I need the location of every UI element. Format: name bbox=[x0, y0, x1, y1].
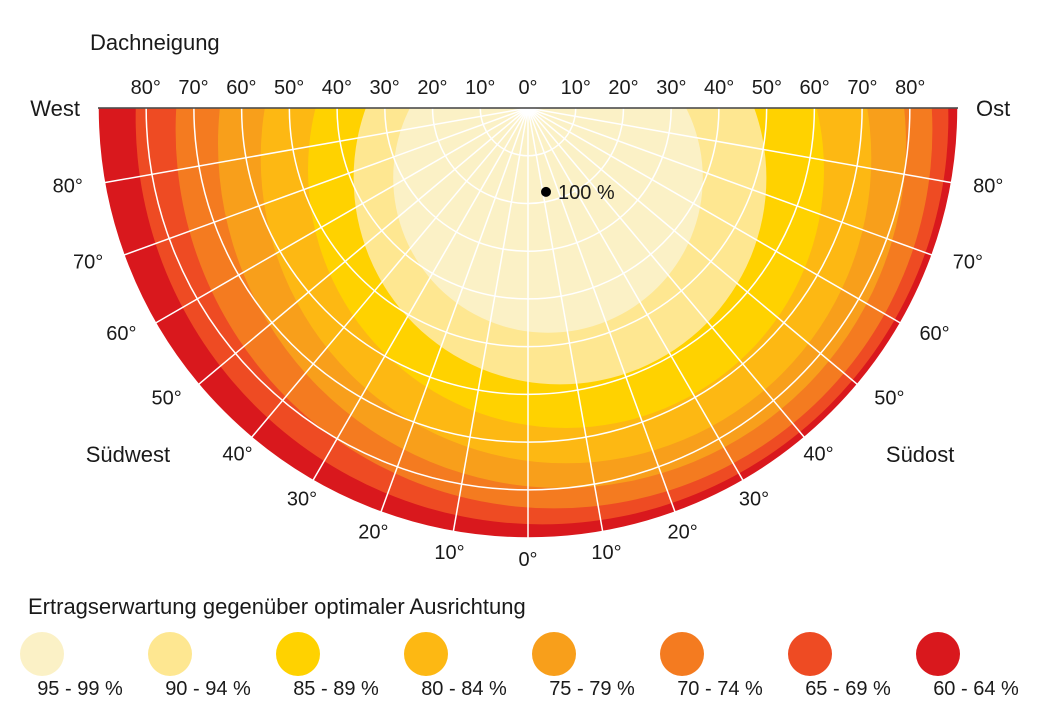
pitch-tick-top: 80° bbox=[131, 77, 161, 99]
legend-item: 80 - 84 % bbox=[400, 630, 528, 701]
azimuth-tick: 20° bbox=[667, 522, 697, 544]
azimuth-tick: 80° bbox=[53, 175, 83, 197]
azimuth-tick: 60° bbox=[919, 323, 949, 345]
pitch-tick-top: 80° bbox=[895, 77, 925, 99]
legend-label: 65 - 69 % bbox=[784, 678, 912, 701]
azimuth-tick: 30° bbox=[739, 488, 769, 510]
pitch-tick-top: 40° bbox=[322, 77, 352, 99]
chart-title: Dachneigung bbox=[90, 30, 220, 55]
pitch-tick-top: 20° bbox=[417, 77, 447, 99]
azimuth-tick: 40° bbox=[803, 443, 833, 465]
dir-se: Südost bbox=[886, 442, 955, 467]
legend-label: 60 - 64 % bbox=[912, 678, 1040, 701]
pitch-tick-top: 10° bbox=[465, 77, 495, 99]
legend-item: 85 - 89 % bbox=[272, 630, 400, 701]
pitch-tick-top: 40° bbox=[704, 77, 734, 99]
legend-title: Ertragserwartung gegenüber optimaler Aus… bbox=[0, 594, 1056, 620]
pitch-tick-top: 70° bbox=[847, 77, 877, 99]
azimuth-tick: 70° bbox=[73, 252, 103, 274]
legend-swatch bbox=[16, 630, 68, 678]
azimuth-tick: 80° bbox=[973, 175, 1003, 197]
legend-swatch bbox=[656, 630, 708, 678]
legend-swatch bbox=[144, 630, 196, 678]
pitch-tick-top: 30° bbox=[370, 77, 400, 99]
legend-label: 75 - 79 % bbox=[528, 678, 656, 701]
pitch-tick-top: 30° bbox=[656, 77, 686, 99]
azimuth-tick: 10° bbox=[591, 542, 621, 564]
azimuth-tick: 10° bbox=[434, 542, 464, 564]
azimuth-tick: 50° bbox=[874, 388, 904, 410]
legend-swatch bbox=[784, 630, 836, 678]
pitch-tick-top: 20° bbox=[608, 77, 638, 99]
legend-item: 70 - 74 % bbox=[656, 630, 784, 701]
legend-label: 80 - 84 % bbox=[400, 678, 528, 701]
pitch-tick-top: 60° bbox=[226, 77, 256, 99]
pitch-tick-top: 50° bbox=[274, 77, 304, 99]
legend-label: 95 - 99 % bbox=[16, 678, 144, 701]
legend-label: 85 - 89 % bbox=[272, 678, 400, 701]
azimuth-tick: 70° bbox=[953, 252, 983, 274]
azimuth-tick: 20° bbox=[358, 522, 388, 544]
legend-item: 75 - 79 % bbox=[528, 630, 656, 701]
pitch-tick-top: 10° bbox=[561, 77, 591, 99]
azimuth-tick: 30° bbox=[287, 488, 317, 510]
legend-item: 95 - 99 % bbox=[16, 630, 144, 701]
dir-east: Ost bbox=[976, 96, 1010, 121]
legend: Ertragserwartung gegenüber optimaler Aus… bbox=[0, 594, 1056, 701]
chart-container: 80° 70° 60° 50° 40° 30° 20° 10° 0° 10° 20° 30° 40° 50… bbox=[0, 0, 1056, 700]
azimuth-tick: 50° bbox=[151, 388, 181, 410]
legend-swatch bbox=[528, 630, 580, 678]
azimuth-tick: 60° bbox=[106, 323, 136, 345]
azimuth-tick: 0° bbox=[518, 549, 537, 571]
legend-item: 65 - 69 % bbox=[784, 630, 912, 701]
optimum-dot bbox=[541, 187, 551, 197]
pitch-tick-top: 70° bbox=[178, 77, 208, 99]
azimuth-tick: 40° bbox=[222, 443, 252, 465]
legend-label: 90 - 94 % bbox=[144, 678, 272, 701]
legend-swatch bbox=[272, 630, 324, 678]
dir-west: West bbox=[30, 96, 80, 121]
pitch-tick-top: 50° bbox=[752, 77, 782, 99]
pitch-tick-top: 60° bbox=[800, 77, 830, 99]
pitch-tick-top: 0° bbox=[518, 77, 537, 99]
legend-row: 95 - 99 %90 - 94 %85 - 89 %80 - 84 %75 -… bbox=[0, 630, 1056, 701]
legend-item: 60 - 64 % bbox=[912, 630, 1040, 701]
legend-label: 70 - 74 % bbox=[656, 678, 784, 701]
legend-swatch bbox=[912, 630, 964, 678]
optimum-label: 100 % bbox=[558, 182, 615, 204]
dir-sw: Südwest bbox=[86, 442, 170, 467]
legend-swatch bbox=[400, 630, 452, 678]
legend-item: 90 - 94 % bbox=[144, 630, 272, 701]
